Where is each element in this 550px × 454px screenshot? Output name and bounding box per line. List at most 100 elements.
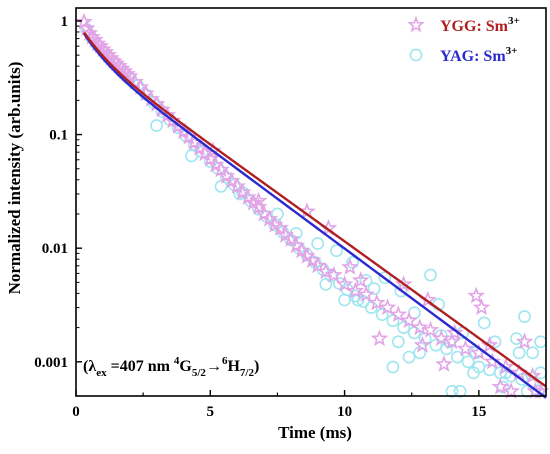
- data-point: [346, 281, 365, 299]
- data-point: [187, 137, 201, 151]
- data-point: [450, 350, 464, 364]
- data-point: [282, 229, 300, 247]
- fit-curve: [83, 32, 547, 399]
- plot-frame: [75, 7, 547, 397]
- y-axis-title: Normalized intensity (arb.units): [5, 62, 24, 295]
- axis-ticks-layer: 0 5 10 15 1 0.1 0.01 0.001: [34, 14, 486, 420]
- data-point: [214, 179, 228, 193]
- data-point: [271, 207, 284, 221]
- legend-name-ygg: YGG: Sm: [440, 18, 509, 35]
- data-point: [370, 329, 389, 347]
- data-point: [445, 323, 464, 341]
- legend-star-icon: [407, 15, 425, 33]
- legend-sup-ygg: 3+: [508, 15, 520, 27]
- data-point: [367, 282, 381, 296]
- legend-circle-icon: [409, 48, 423, 62]
- data-point: [418, 332, 432, 346]
- data-point: [391, 335, 405, 349]
- data-point: [453, 384, 467, 398]
- data-point: [512, 346, 526, 360]
- y-tick-label: 0.01: [42, 241, 68, 257]
- data-point: [394, 275, 413, 292]
- data-point: [375, 308, 389, 322]
- data-point: [400, 311, 418, 329]
- excitation-annotation: (λex =407 nm 4G5/2→6H7/2): [83, 355, 259, 379]
- legend-marker-yag: [409, 48, 423, 62]
- x-tick-label: 0: [72, 404, 80, 420]
- data-point: [316, 262, 335, 280]
- data-point: [467, 366, 480, 380]
- data-point: [440, 342, 454, 356]
- data-point: [461, 355, 475, 369]
- data-point: [308, 256, 327, 274]
- data-point: [410, 318, 429, 336]
- data-point: [319, 277, 333, 291]
- data-point: [526, 382, 545, 399]
- data-point: [488, 335, 502, 349]
- x-axis-title: Time (ms): [278, 423, 352, 442]
- data-point: [526, 346, 539, 360]
- data-point: [338, 293, 351, 307]
- x-tick-label: 5: [207, 404, 215, 420]
- data-point: [389, 305, 408, 323]
- data-point: [99, 45, 118, 63]
- data-point: [491, 377, 510, 395]
- data-points-layer: [75, 12, 550, 399]
- legend-name-yag: YAG: Sm: [440, 48, 506, 65]
- data-point: [150, 119, 163, 132]
- legend-label-yag: YAG: Sm3+: [440, 45, 517, 65]
- data-point: [332, 276, 346, 290]
- data-point: [413, 335, 432, 353]
- x-tick-label: 10: [337, 404, 352, 420]
- x-tick-label: 15: [471, 404, 486, 420]
- data-point: [378, 271, 392, 285]
- data-point: [75, 12, 93, 30]
- y-tick-label: 0.1: [49, 128, 68, 144]
- data-point: [456, 339, 475, 357]
- data-point: [467, 286, 486, 304]
- data-point: [443, 332, 461, 350]
- data-point: [324, 265, 343, 283]
- fit-curves-layer: [83, 31, 547, 399]
- data-point: [472, 298, 491, 316]
- data-point: [502, 382, 520, 399]
- data-point: [330, 244, 343, 258]
- data-point: [445, 384, 459, 398]
- legend-label-ygg: YGG: Sm3+: [440, 15, 520, 35]
- legend-sup-yag: 3+: [506, 45, 518, 57]
- data-point: [249, 197, 268, 215]
- data-point: [357, 285, 375, 303]
- legend-marker-ygg: [407, 15, 425, 33]
- y-tick-label: 0.001: [34, 355, 68, 371]
- data-point: [367, 293, 386, 311]
- data-point: [402, 350, 416, 364]
- data-point: [477, 316, 491, 330]
- data-point: [386, 360, 400, 374]
- data-point: [435, 355, 453, 372]
- data-point: [518, 310, 531, 323]
- data-point: [378, 298, 397, 316]
- data-point: [271, 218, 289, 236]
- data-point: [341, 257, 359, 275]
- data-point: [424, 268, 437, 282]
- data-point: [510, 332, 523, 346]
- data-point: [407, 326, 421, 340]
- data-point: [335, 275, 354, 292]
- data-point: [249, 191, 268, 209]
- data-point: [185, 149, 198, 163]
- data-point: [212, 160, 230, 178]
- data-point: [534, 335, 548, 349]
- legend: YGG: Sm3+ YAG: Sm3+: [407, 15, 520, 65]
- data-point: [351, 271, 370, 288]
- data-point: [483, 352, 502, 370]
- fit-curve: [83, 31, 547, 388]
- data-point: [91, 36, 110, 54]
- data-point: [85, 30, 104, 48]
- data-point: [515, 332, 534, 350]
- data-point: [386, 314, 400, 328]
- data-point: [80, 23, 99, 41]
- data-point: [432, 329, 451, 347]
- data-point: [421, 320, 440, 338]
